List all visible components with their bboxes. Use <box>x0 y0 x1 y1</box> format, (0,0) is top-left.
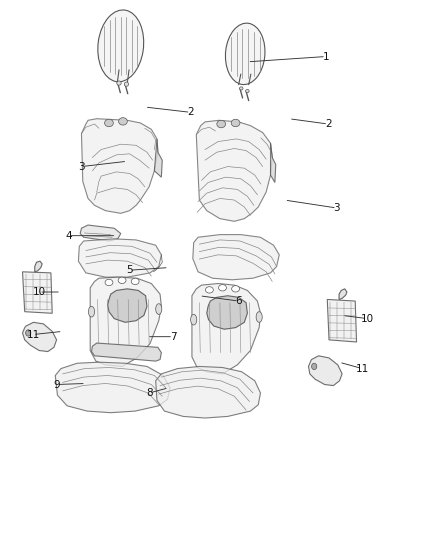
Ellipse shape <box>231 119 240 127</box>
Ellipse shape <box>105 119 113 127</box>
Ellipse shape <box>105 279 113 286</box>
Ellipse shape <box>131 278 139 285</box>
Polygon shape <box>90 277 161 367</box>
Ellipse shape <box>88 306 95 317</box>
Text: 11: 11 <box>26 329 39 340</box>
Ellipse shape <box>246 90 249 93</box>
Ellipse shape <box>191 314 197 325</box>
Polygon shape <box>55 362 170 413</box>
Text: 10: 10 <box>361 313 374 324</box>
Text: 3: 3 <box>78 161 85 172</box>
Ellipse shape <box>219 285 226 291</box>
Text: 4: 4 <box>65 231 72 241</box>
Text: 9: 9 <box>53 379 60 390</box>
Ellipse shape <box>117 81 121 85</box>
Polygon shape <box>155 367 261 418</box>
Text: 11: 11 <box>356 364 369 374</box>
Polygon shape <box>92 343 161 361</box>
Polygon shape <box>196 120 272 221</box>
Polygon shape <box>271 143 276 182</box>
Polygon shape <box>207 296 247 329</box>
Polygon shape <box>308 356 342 385</box>
Text: 6: 6 <box>235 296 242 306</box>
Text: 2: 2 <box>325 119 332 129</box>
Ellipse shape <box>25 330 31 336</box>
Ellipse shape <box>119 118 127 125</box>
Ellipse shape <box>311 364 317 369</box>
Text: 5: 5 <box>126 265 133 275</box>
Polygon shape <box>35 261 42 272</box>
Polygon shape <box>192 284 261 374</box>
Polygon shape <box>339 289 347 300</box>
Text: 7: 7 <box>170 332 177 342</box>
Polygon shape <box>81 119 158 213</box>
Polygon shape <box>80 225 121 241</box>
Ellipse shape <box>232 286 240 292</box>
Polygon shape <box>78 239 161 277</box>
Ellipse shape <box>155 304 162 314</box>
Ellipse shape <box>118 277 126 284</box>
Ellipse shape <box>240 87 243 90</box>
Ellipse shape <box>256 312 262 322</box>
Polygon shape <box>22 272 52 313</box>
Ellipse shape <box>98 10 144 82</box>
Polygon shape <box>154 139 162 177</box>
Text: 8: 8 <box>146 388 152 398</box>
Polygon shape <box>327 300 357 342</box>
Ellipse shape <box>205 287 213 293</box>
Ellipse shape <box>124 82 129 86</box>
Text: 2: 2 <box>187 107 194 117</box>
Text: 1: 1 <box>323 52 329 61</box>
Ellipse shape <box>226 23 265 85</box>
Polygon shape <box>193 235 279 280</box>
Text: 10: 10 <box>32 287 46 297</box>
Text: 3: 3 <box>334 203 340 213</box>
Polygon shape <box>22 322 57 352</box>
Polygon shape <box>108 289 147 322</box>
Ellipse shape <box>217 120 226 128</box>
